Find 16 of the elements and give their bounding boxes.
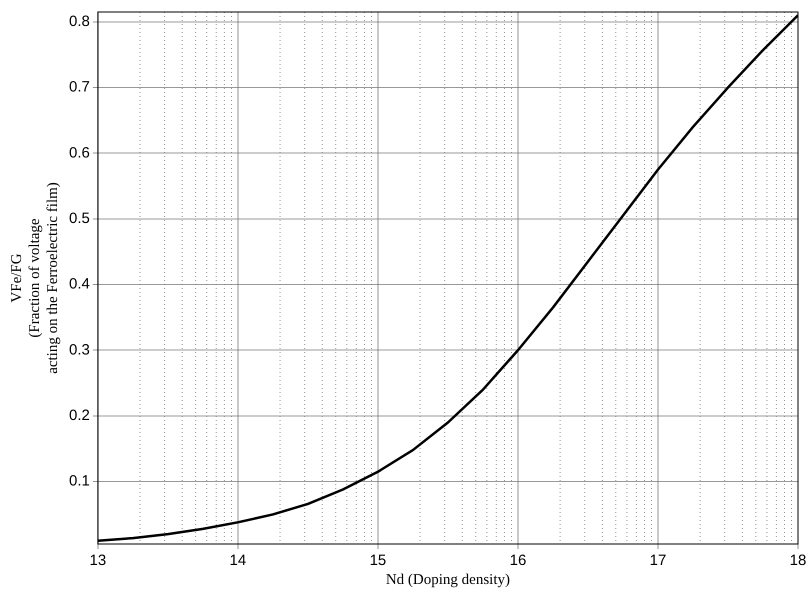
- y-tick-label: 0.8: [68, 12, 90, 30]
- x-tick-label: 17: [650, 552, 666, 570]
- y-tick-label: 0.1: [68, 472, 90, 490]
- x-tick-label: 15: [370, 552, 386, 570]
- y-axis-title: VFe/FG (Fraction of voltage acting on the Ferroelectric film): [8, 182, 61, 374]
- x-tick-label: 13: [90, 552, 106, 570]
- x-tick-label: 18: [790, 552, 806, 570]
- y-tick-label: 0.5: [68, 210, 90, 228]
- y-tick-label: 0.6: [68, 144, 90, 162]
- y-tick-label: 0.4: [68, 276, 90, 293]
- y-tick-label: 0.2: [68, 407, 90, 424]
- x-tick-label: 14: [230, 552, 246, 570]
- x-tick-label: 16: [510, 552, 526, 570]
- x-axis-title: Nd (Doping density): [386, 572, 510, 588]
- y-tick-label: 0.3: [68, 341, 90, 358]
- y-tick-label: 0.7: [68, 78, 90, 96]
